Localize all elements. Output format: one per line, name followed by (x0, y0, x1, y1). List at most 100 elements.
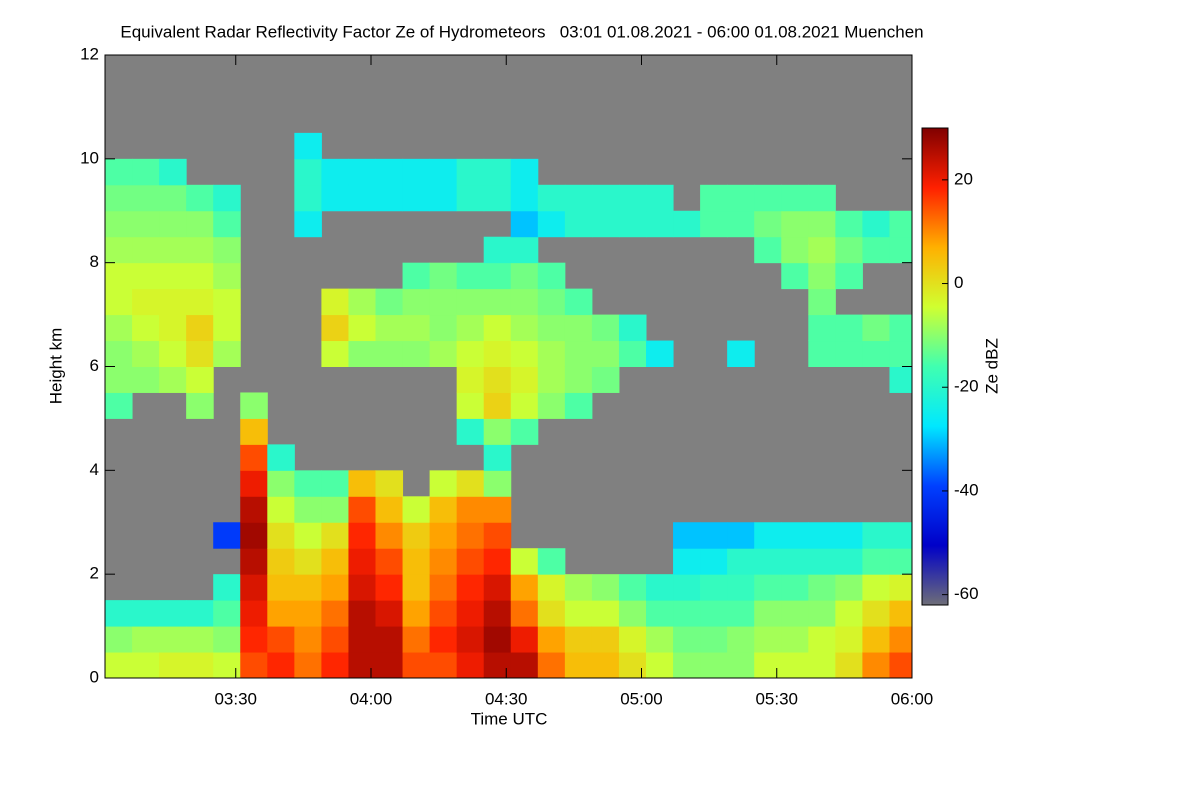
cell (186, 210, 214, 238)
cell (456, 288, 485, 316)
cell (348, 652, 377, 678)
cell (105, 262, 133, 290)
cell (429, 288, 458, 316)
cell (781, 652, 809, 678)
cell (456, 158, 485, 186)
cell (348, 548, 377, 575)
cell (781, 626, 809, 653)
cell (727, 184, 755, 212)
cell (727, 574, 755, 601)
cell (375, 470, 404, 497)
cell (483, 470, 512, 497)
cell (456, 262, 485, 290)
cell (754, 522, 782, 549)
cell (159, 288, 187, 316)
cell (889, 522, 912, 549)
cell (835, 522, 863, 549)
cell (105, 288, 133, 316)
cell (240, 652, 268, 678)
y-tick-label: 0 (90, 667, 99, 686)
cell (483, 652, 512, 678)
cell (483, 626, 512, 653)
cell (429, 158, 458, 186)
cell (429, 496, 458, 523)
cell (456, 418, 485, 445)
cell (159, 158, 187, 186)
cell (483, 548, 512, 575)
cell (781, 210, 809, 238)
cell (402, 288, 431, 316)
cell (132, 236, 160, 264)
y-tick-label: 6 (90, 356, 99, 375)
cell (159, 314, 187, 342)
cell (105, 366, 133, 393)
cell (294, 210, 322, 238)
cell (889, 314, 912, 342)
cell (321, 496, 349, 523)
cell (375, 522, 404, 549)
cell (321, 522, 349, 549)
cell (781, 184, 809, 212)
cell (564, 600, 593, 627)
cell (186, 626, 214, 653)
cell (240, 548, 268, 575)
cell (132, 184, 160, 212)
cell (213, 600, 241, 627)
cell (456, 496, 485, 523)
cell (429, 470, 458, 497)
cell (132, 626, 160, 653)
cell (564, 652, 593, 678)
cell (429, 314, 458, 342)
cell (267, 522, 295, 549)
cell (808, 574, 836, 601)
cell (132, 158, 160, 186)
cell (132, 652, 160, 678)
cell (456, 574, 485, 601)
cell (618, 340, 647, 367)
cell (618, 600, 647, 627)
cell (564, 392, 593, 419)
cell (700, 184, 728, 212)
y-tick-label: 8 (90, 252, 99, 271)
cell (754, 600, 782, 627)
cell (456, 652, 485, 678)
cell (510, 262, 539, 290)
cell (429, 340, 458, 367)
colorbar-tick-label: -60 (954, 584, 979, 603)
cell (213, 314, 241, 342)
cell (537, 340, 566, 367)
cell (429, 184, 458, 212)
cell (294, 184, 322, 212)
cell (808, 340, 836, 367)
cell (808, 626, 836, 653)
cell (673, 626, 701, 653)
cell (186, 340, 214, 367)
cell (429, 262, 458, 290)
cell (402, 600, 431, 627)
cell (213, 184, 241, 212)
x-tick-label: 05:00 (620, 689, 663, 708)
cell (294, 496, 322, 523)
cell (808, 288, 836, 316)
cell (700, 574, 728, 601)
cell (781, 262, 809, 290)
cell (646, 574, 674, 601)
cell (727, 210, 755, 238)
cell (402, 262, 431, 290)
cell (537, 210, 566, 238)
cell (564, 340, 593, 367)
cell (186, 262, 214, 290)
cell (132, 314, 160, 342)
cell (186, 366, 214, 393)
cell (213, 288, 241, 316)
cell (294, 626, 322, 653)
cell (402, 652, 431, 678)
cell (808, 262, 836, 290)
cell (510, 392, 539, 419)
cell (537, 392, 566, 419)
cell (781, 548, 809, 575)
cell (159, 366, 187, 393)
cell (862, 548, 890, 575)
cell (159, 340, 187, 367)
cell (510, 314, 539, 342)
